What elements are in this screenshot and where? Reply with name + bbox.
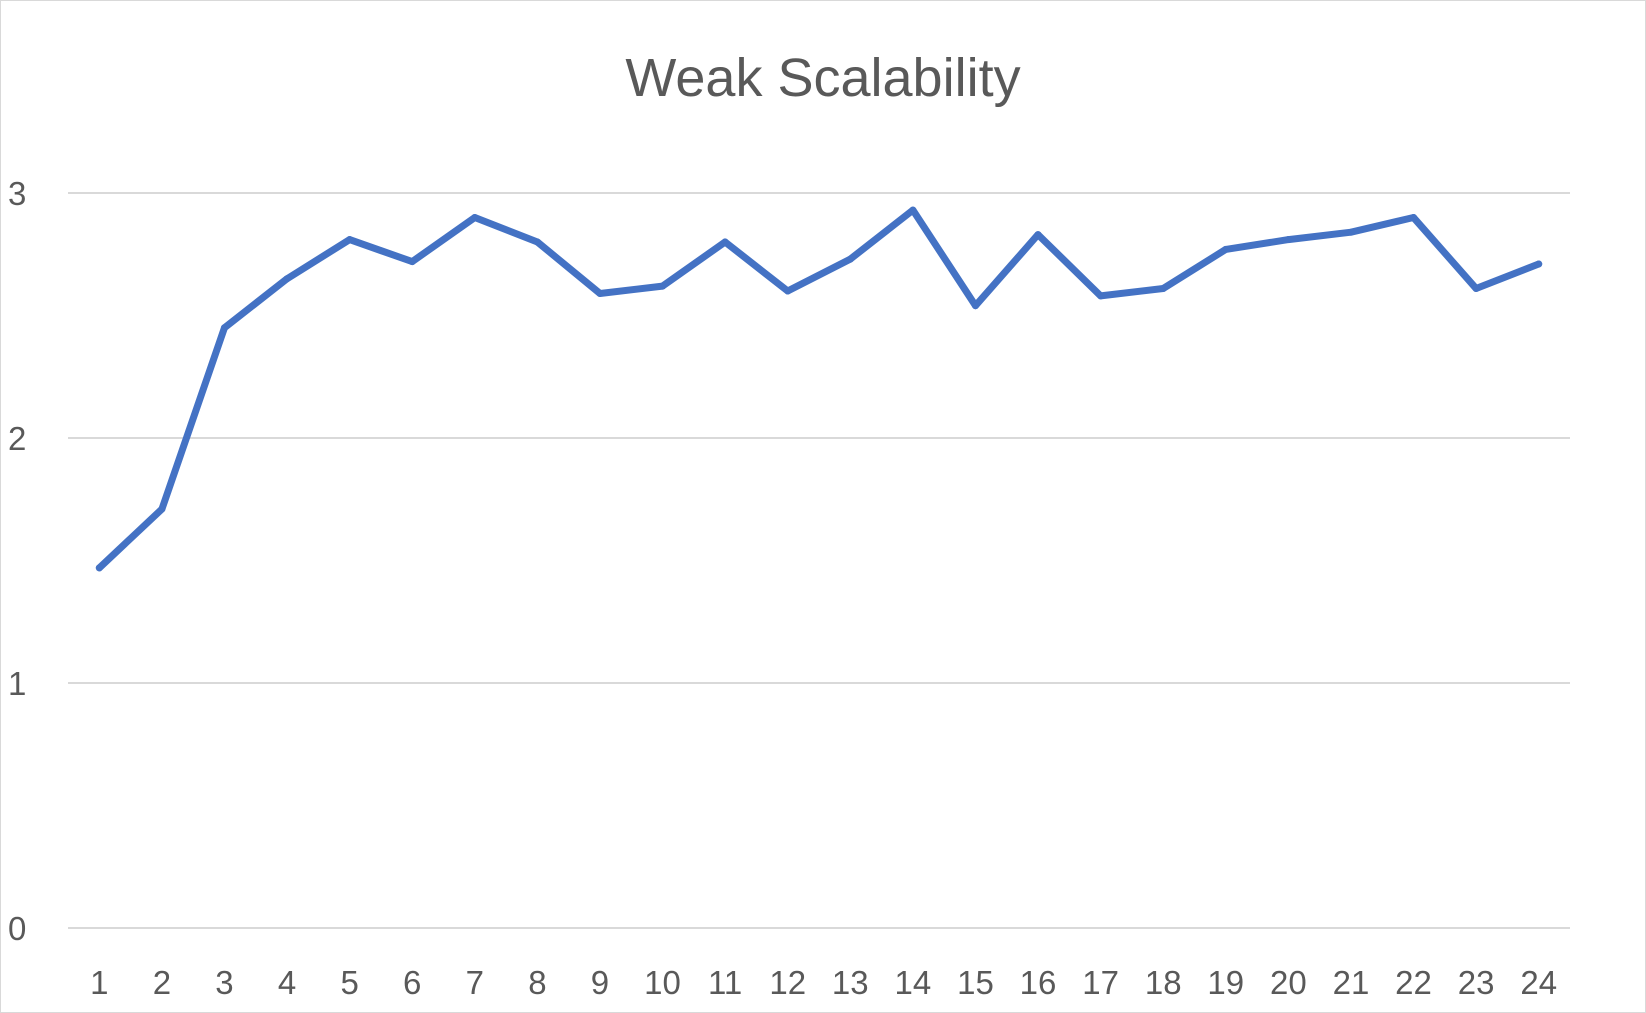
x-tick-label: 3 bbox=[215, 964, 233, 1001]
x-tick-label: 23 bbox=[1458, 964, 1495, 1001]
x-tick-label: 13 bbox=[832, 964, 869, 1001]
data-point bbox=[346, 236, 354, 244]
x-tick-label: 15 bbox=[957, 964, 994, 1001]
data-point bbox=[1222, 245, 1230, 253]
x-tick-label: 7 bbox=[466, 964, 484, 1001]
x-tick-label: 1 bbox=[90, 964, 108, 1001]
y-tick-label: 1 bbox=[8, 665, 26, 702]
x-tick-label: 10 bbox=[644, 964, 681, 1001]
data-point bbox=[1347, 228, 1355, 236]
x-tick-label: 24 bbox=[1520, 964, 1557, 1001]
data-point bbox=[1159, 285, 1167, 293]
gridlines bbox=[68, 192, 1570, 929]
y-tick-label: 3 bbox=[8, 175, 26, 212]
data-point bbox=[846, 255, 854, 263]
x-tick-label: 19 bbox=[1207, 964, 1244, 1001]
data-point bbox=[95, 564, 103, 572]
data-point bbox=[283, 275, 291, 283]
x-tick-label: 6 bbox=[403, 964, 421, 1001]
data-point bbox=[659, 282, 667, 290]
x-tick-label: 11 bbox=[708, 964, 742, 1001]
x-tick-label: 22 bbox=[1395, 964, 1432, 1001]
x-tick-label: 18 bbox=[1145, 964, 1182, 1001]
x-tick-label: 5 bbox=[340, 964, 358, 1001]
data-point bbox=[1284, 236, 1292, 244]
x-tick-label: 9 bbox=[591, 964, 609, 1001]
data-point bbox=[784, 287, 792, 295]
y-tick-label: 2 bbox=[8, 420, 26, 457]
y-tick-label: 0 bbox=[8, 910, 26, 947]
y-axis-tick-labels: 0 1 2 3 bbox=[8, 175, 26, 947]
data-point bbox=[1034, 231, 1042, 239]
data-point bbox=[158, 505, 166, 513]
data-point bbox=[721, 238, 729, 246]
x-tick-label: 2 bbox=[153, 964, 171, 1001]
data-point bbox=[1410, 214, 1418, 221]
series-line-0 bbox=[95, 206, 1543, 572]
data-point bbox=[1472, 285, 1480, 293]
x-tick-label: 20 bbox=[1270, 964, 1307, 1001]
x-tick-label: 8 bbox=[528, 964, 546, 1001]
x-tick-label: 4 bbox=[278, 964, 296, 1001]
series-layer bbox=[95, 206, 1543, 572]
data-point bbox=[408, 258, 416, 266]
chart-title: Weak Scalability bbox=[625, 48, 1020, 108]
x-tick-label: 14 bbox=[895, 964, 932, 1001]
x-tick-label: 12 bbox=[769, 964, 806, 1001]
x-tick-label: 21 bbox=[1333, 964, 1370, 1001]
x-tick-label: 17 bbox=[1082, 964, 1119, 1001]
data-point bbox=[533, 238, 541, 246]
data-point bbox=[471, 214, 479, 221]
data-point bbox=[971, 302, 979, 310]
data-point bbox=[909, 206, 917, 214]
data-point bbox=[220, 324, 228, 332]
data-point bbox=[596, 289, 604, 297]
x-tick-label: 16 bbox=[1020, 964, 1057, 1001]
data-point bbox=[1097, 292, 1105, 300]
x-axis-tick-labels: 1 2 3 4 5 6 7 8 9 10 11 12 13 14 15 16 17 18 19 20 21 22 23 24 bbox=[90, 964, 1557, 1001]
data-point bbox=[1535, 260, 1543, 268]
